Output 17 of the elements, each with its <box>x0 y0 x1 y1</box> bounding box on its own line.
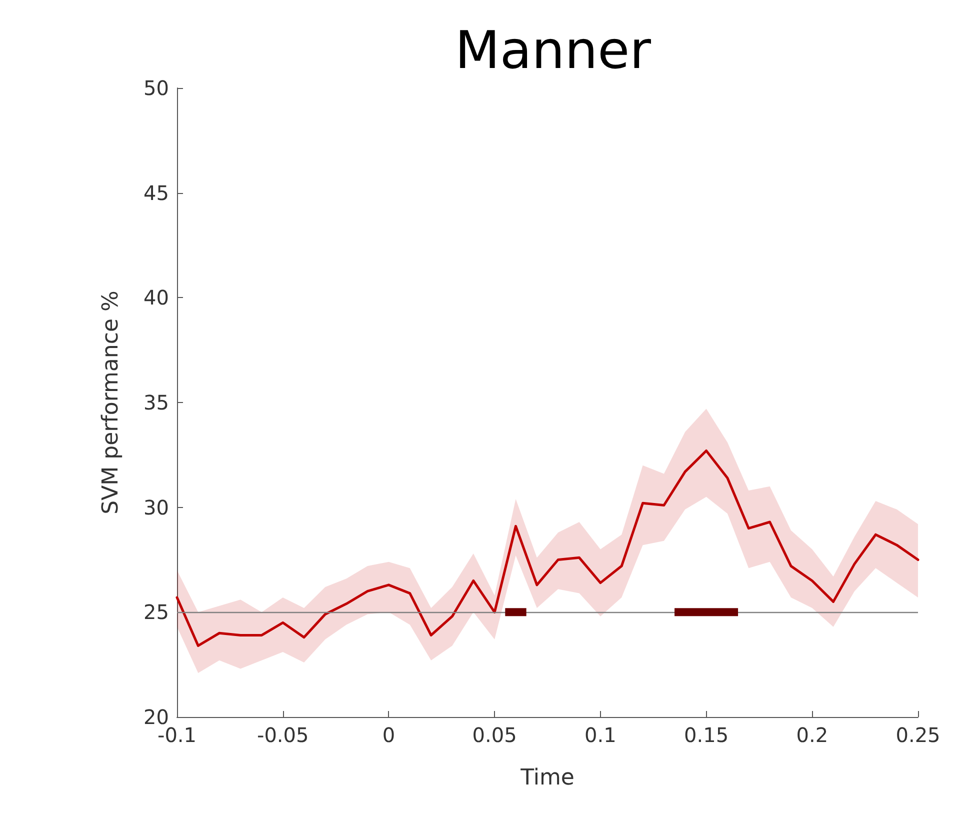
x-tick-label: -0.05 <box>256 723 309 747</box>
x-tick-label: 0 <box>382 723 396 747</box>
y-tick-label: 40 <box>144 286 169 310</box>
y-axis-title: SVM performance % <box>98 290 124 514</box>
y-tick-label: 35 <box>144 390 169 414</box>
chart-title: Manner <box>454 21 652 81</box>
x-tick-label: 0.1 <box>584 723 616 747</box>
x-tick-label: 0.05 <box>472 723 517 747</box>
line-series <box>176 449 920 647</box>
y-tick-label: 50 <box>144 76 169 100</box>
x-axis-title: Time <box>520 766 574 790</box>
y-tick-label: 25 <box>144 600 169 624</box>
x-tick-label: 0.2 <box>796 723 828 747</box>
x-tick-label: 0.15 <box>684 723 729 747</box>
y-tick-label: 45 <box>144 180 169 205</box>
y-tick-label: 30 <box>144 495 169 520</box>
x-tick-label: 0.25 <box>896 723 940 747</box>
